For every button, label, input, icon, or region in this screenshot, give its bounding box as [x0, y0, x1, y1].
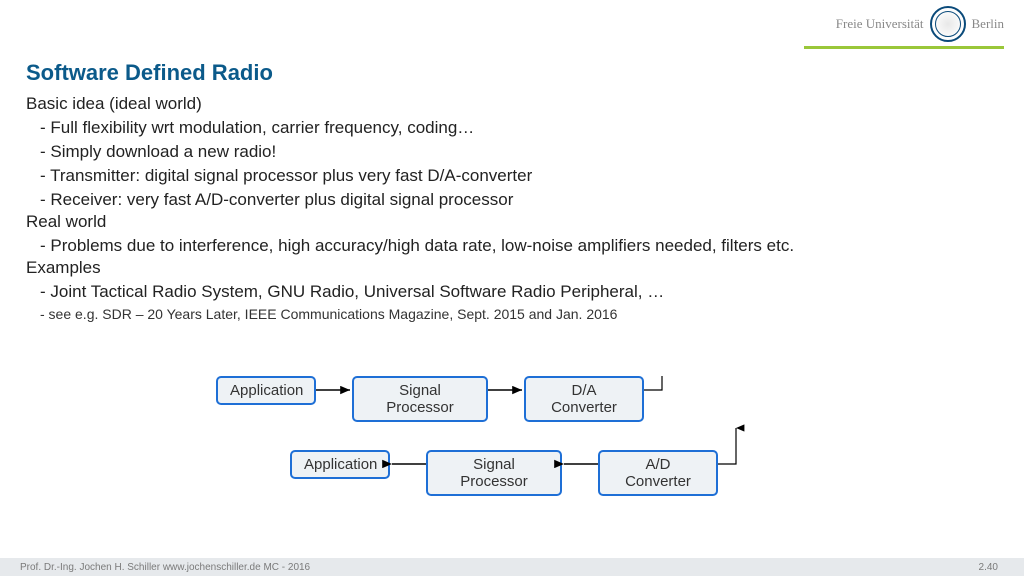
- bullet-text: - Receiver: very fast A/D-converter plus…: [40, 190, 998, 210]
- bullet-text: - Problems due to interference, high acc…: [40, 236, 998, 256]
- section-heading: Real world: [26, 212, 998, 232]
- slide-footer: Prof. Dr.-Ing. Jochen H. Schiller www.jo…: [0, 558, 1024, 576]
- university-logo: Freie Universität Berlin: [836, 6, 1004, 42]
- diagram-arrows: [0, 376, 1024, 536]
- uni-name-left: Freie Universität: [836, 16, 924, 32]
- footer-page-number: 2.40: [979, 562, 998, 573]
- slide-header: Freie Universität Berlin: [0, 6, 1024, 48]
- slide-title: Software Defined Radio: [26, 60, 273, 86]
- university-seal-icon: [930, 6, 966, 42]
- bullet-text: - Simply download a new radio!: [40, 142, 998, 162]
- header-accent-line: [804, 46, 1004, 49]
- bullet-text: - Transmitter: digital signal processor …: [40, 166, 998, 186]
- sdr-flow-diagram: Application Signal Processor D/A Convert…: [0, 376, 1024, 536]
- slide-body: Basic idea (ideal world) - Full flexibil…: [26, 92, 998, 322]
- bullet-text: - Joint Tactical Radio System, GNU Radio…: [40, 282, 998, 302]
- footer-author: Prof. Dr.-Ing. Jochen H. Schiller www.jo…: [20, 562, 310, 573]
- section-heading: Examples: [26, 258, 998, 278]
- uni-name-right: Berlin: [972, 16, 1005, 32]
- bullet-text-small: - see e.g. SDR – 20 Years Later, IEEE Co…: [40, 306, 998, 322]
- bullet-text: - Full flexibility wrt modulation, carri…: [40, 118, 998, 138]
- section-heading: Basic idea (ideal world): [26, 94, 998, 114]
